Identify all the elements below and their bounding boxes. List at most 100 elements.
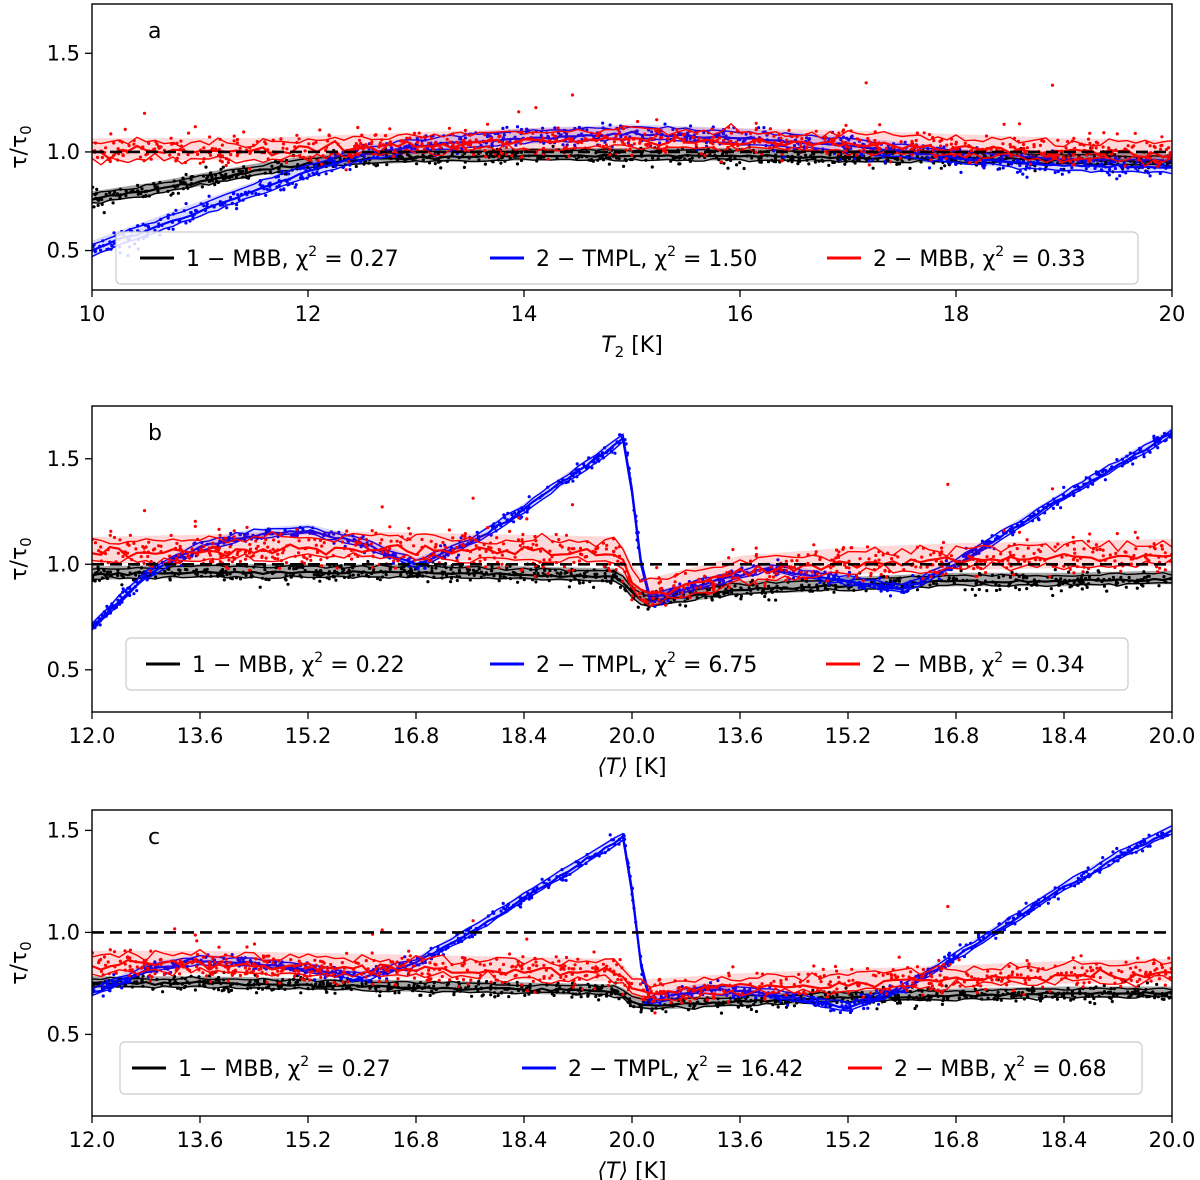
- scatter-point: [1102, 131, 1106, 135]
- scatter-point: [305, 557, 309, 561]
- scatter-point: [258, 585, 262, 589]
- scatter-point: [466, 565, 470, 569]
- scatter-point: [490, 569, 494, 573]
- scatter-point: [861, 579, 865, 583]
- scatter-point: [651, 156, 655, 160]
- scatter-point: [486, 122, 490, 126]
- scatter-point: [852, 157, 857, 161]
- scatter-point: [232, 134, 236, 138]
- scatter-point: [410, 147, 414, 151]
- scatter-point: [1008, 575, 1013, 579]
- scatter-point: [236, 193, 240, 197]
- scatter-point: [612, 549, 616, 554]
- scatter-point: [742, 139, 746, 143]
- scatter-point: [1103, 153, 1107, 157]
- scatter-point: [447, 528, 451, 532]
- scatter-point: [1009, 145, 1013, 149]
- scatter-point: [484, 155, 488, 159]
- scatter-point: [657, 131, 661, 135]
- scatter-point: [730, 576, 735, 580]
- scatter-point: [177, 152, 181, 156]
- scatter-point: [666, 136, 670, 141]
- scatter-point: [163, 569, 167, 574]
- scatter-point: [840, 140, 845, 144]
- scatter-point: [184, 221, 188, 225]
- scatter-point: [377, 145, 381, 149]
- scatter-point: [636, 119, 640, 124]
- scatter-point: [235, 141, 239, 145]
- scatter-point: [388, 525, 392, 529]
- scatter-point: [198, 161, 202, 165]
- scatter-point: [875, 1007, 879, 1011]
- scatter-point: [660, 136, 664, 140]
- scatter-point: [112, 231, 116, 235]
- scatter-point: [767, 598, 771, 602]
- scatter-point: [203, 568, 207, 572]
- scatter-point: [869, 571, 873, 576]
- scatter-point: [1008, 550, 1012, 554]
- scatter-point: [754, 582, 758, 586]
- scatter-point: [941, 540, 946, 545]
- scatter-point: [1094, 146, 1098, 150]
- scatter-point: [420, 142, 424, 146]
- scatter-point: [281, 551, 285, 555]
- scatter-point: [807, 162, 811, 166]
- scatter-point: [121, 554, 125, 559]
- scatter-point: [927, 166, 932, 170]
- scatter-point: [417, 131, 421, 135]
- scatter-point: [229, 531, 233, 536]
- scatter-point: [322, 541, 326, 545]
- scatter-point: [729, 139, 733, 143]
- scatter-point: [618, 585, 623, 590]
- scatter-point: [485, 151, 489, 155]
- scatter-point: [388, 127, 392, 131]
- scatter-point: [433, 162, 437, 166]
- scatter-point: [630, 594, 635, 598]
- scatter-point: [910, 153, 914, 157]
- scatter-point: [1059, 577, 1063, 581]
- scatter-point: [871, 158, 875, 162]
- scatter-point: [400, 567, 404, 571]
- legend-box: [115, 231, 1139, 285]
- scatter-point: [844, 149, 848, 153]
- scatter-point: [225, 573, 229, 577]
- scatter-point: [657, 581, 661, 585]
- scatter-point: [800, 137, 804, 141]
- scatter-point: [879, 573, 883, 577]
- scatter-point: [612, 140, 617, 144]
- scatter-point: [477, 158, 481, 162]
- scatter-point: [121, 153, 125, 158]
- scatter-point: [299, 991, 303, 995]
- scatter-point: [142, 509, 147, 513]
- scatter-point: [209, 171, 213, 175]
- scatter-point: [838, 158, 843, 162]
- scatter-point: [672, 598, 676, 602]
- scatter-point: [581, 581, 585, 585]
- scatter-point: [214, 545, 218, 549]
- scatter-point: [779, 136, 783, 140]
- scatter-point: [608, 153, 612, 157]
- scatter-point: [281, 146, 285, 150]
- scatter-point: [644, 143, 648, 147]
- series-line: [92, 574, 1172, 607]
- y-tick-label: 1.5: [47, 447, 80, 471]
- scatter-point: [144, 153, 148, 157]
- scatter-point: [996, 990, 1000, 994]
- scatter-point: [514, 143, 518, 147]
- scatter-point: [614, 568, 618, 572]
- scatter-point: [754, 150, 758, 154]
- scatter-point: [607, 162, 612, 166]
- scatter-point: [405, 136, 409, 140]
- scatter-point: [248, 167, 252, 171]
- scatter-point: [654, 134, 658, 138]
- scatter-point: [942, 145, 946, 149]
- series-2-mbb: [92, 482, 1172, 607]
- scatter-point: [351, 573, 355, 577]
- scatter-point: [985, 589, 989, 593]
- scatter-point: [954, 140, 958, 144]
- scatter-point: [271, 555, 275, 559]
- scatter-point: [395, 539, 399, 543]
- scatter-point: [421, 158, 425, 162]
- scatter-point: [100, 155, 104, 160]
- scatter-point: [940, 546, 944, 550]
